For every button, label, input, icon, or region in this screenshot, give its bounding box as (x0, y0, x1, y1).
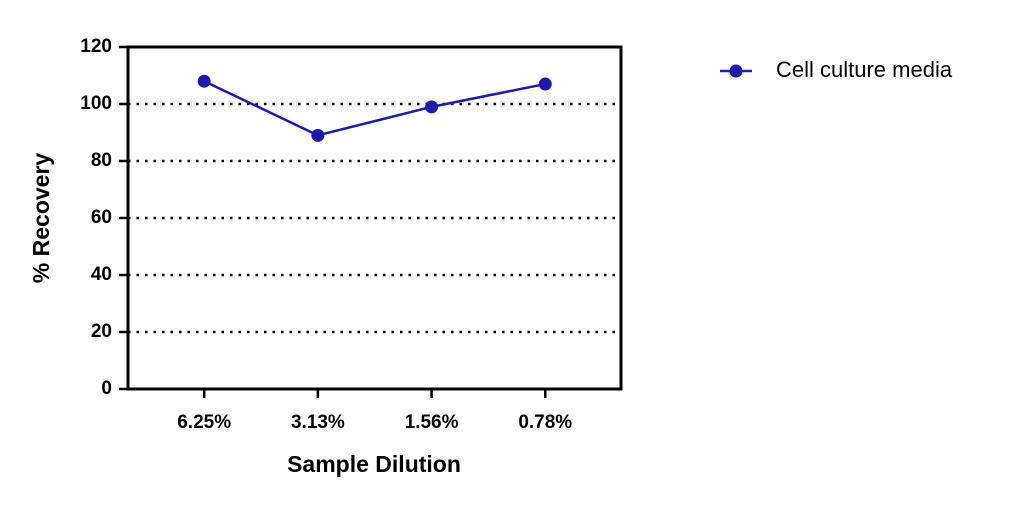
y-tick-label: 80 (91, 150, 112, 171)
legend-marker (729, 64, 743, 78)
data-point (197, 74, 211, 88)
y-tick-label: 0 (101, 378, 112, 399)
y-tick-label: 100 (80, 93, 112, 114)
y-tick-label: 40 (91, 264, 112, 285)
x-tick-label: 1.56% (405, 412, 459, 433)
plot-frame (126, 45, 623, 391)
y-tick-label: 60 (91, 207, 112, 228)
x-tick-label: 6.25% (177, 412, 231, 433)
legend-label: Cell culture media (776, 57, 953, 82)
data-point (538, 77, 552, 91)
x-tick-label: 0.78% (518, 412, 572, 433)
series-line (203, 80, 546, 137)
y-tick-label: 20 (91, 321, 112, 342)
x-axis-label: Sample Dilution (287, 451, 461, 477)
y-axis-label: % Recovery (28, 153, 54, 284)
data-point (425, 100, 439, 114)
x-tick-label: 3.13% (291, 412, 345, 433)
data-point (311, 128, 325, 142)
y-tick-label: 120 (80, 36, 112, 57)
